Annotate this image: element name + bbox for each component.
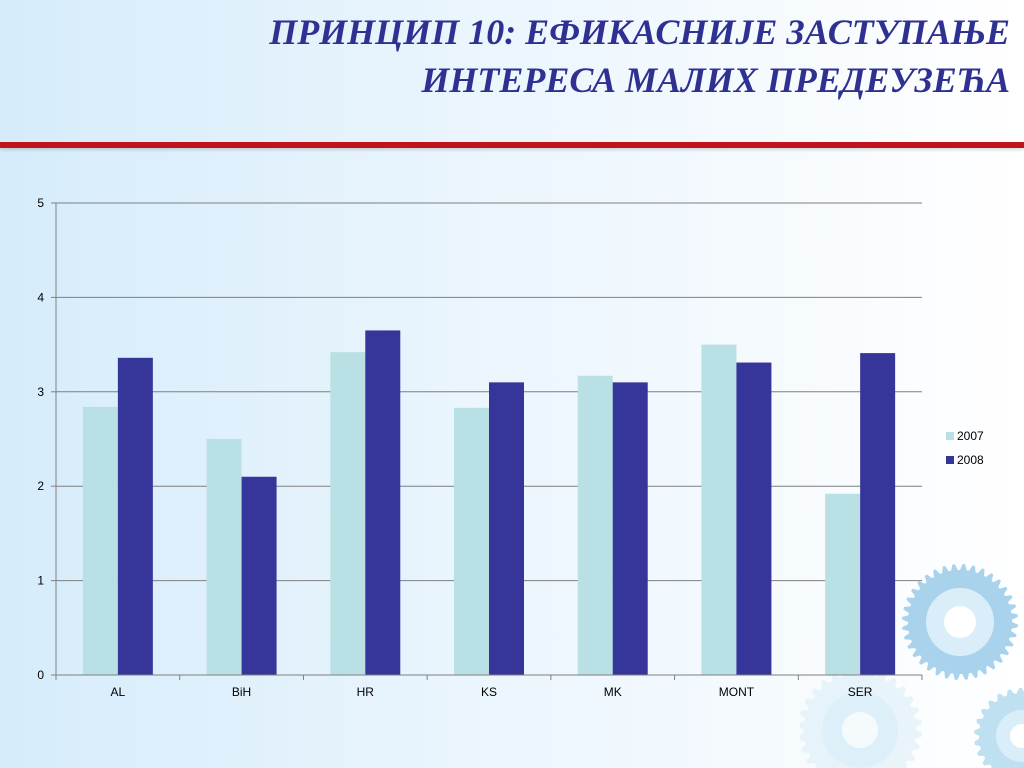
y-tick-label: 1 [37,574,44,588]
y-tick-label: 0 [37,668,44,682]
bar-2007-AL [82,406,118,675]
y-tick-label: 4 [37,290,44,304]
bar-2007-MONT [701,344,737,675]
bar-2008-MK [612,382,648,675]
x-tick-label: MONT [719,685,755,699]
bar-2007-BiH [206,439,242,675]
slide-title-line-1: ПРИНЦИП 10: ЕФИКАСНИЈЕ ЗАСТУПАЊЕ [269,12,1010,52]
legend-swatch-2008 [946,456,954,464]
bar-2007-HR [330,352,366,675]
legend-label-2008: 2008 [957,453,984,467]
x-tick-label: BiH [232,685,251,699]
x-tick-label: AL [111,685,126,699]
bar-2008-HR [365,330,401,675]
bar-2008-BiH [241,476,277,675]
title-divider [0,142,1024,148]
bar-2008-MONT [736,362,772,675]
y-tick-label: 3 [37,385,44,399]
axes: 0 1 2 3 4 5 AL BiH HR KS MK MONT SER [37,196,923,699]
y-tick-label: 2 [37,479,44,493]
slide-title-line-2: ИНТЕРЕСА МАЛИХ ПРЕДЕУЗЕЋА [421,60,1010,100]
bar-2007-KS [454,407,489,675]
bar-2007-SER [825,493,861,675]
y-tick-label: 5 [37,196,44,210]
x-tick-label: KS [481,685,497,699]
legend: 2007 2008 [946,429,984,467]
bar-2008-SER [860,353,896,675]
legend-swatch-2007 [946,432,954,440]
bar-2008-KS [489,382,524,675]
bar-2007-MK [577,375,613,675]
gear-icon [800,564,1024,768]
slide-title: ПРИНЦИП 10: ЕФИКАСНИЈЕ ЗАСТУПАЊЕ ИНТЕРЕС… [50,8,1010,104]
bars [82,330,896,675]
bar-2008-AL [117,357,153,675]
x-tick-label: MK [604,685,622,699]
legend-label-2007: 2007 [957,429,984,443]
x-tick-label: SER [848,685,873,699]
x-tick-label: HR [357,685,375,699]
